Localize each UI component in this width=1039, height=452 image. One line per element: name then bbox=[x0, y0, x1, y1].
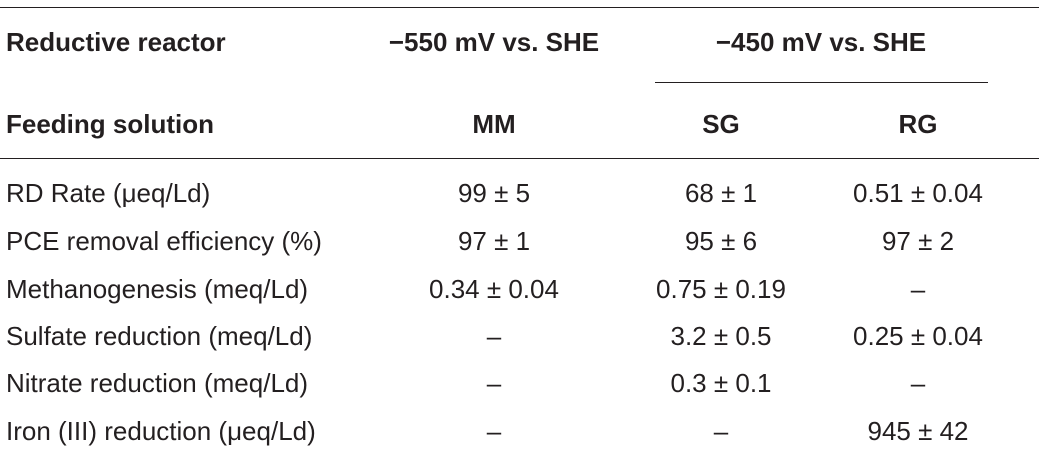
header-reductive-reactor: Reductive reactor bbox=[6, 27, 226, 57]
cell-mm: – bbox=[486, 368, 502, 398]
cell-mm: 0.34 ± 0.04 bbox=[429, 274, 559, 304]
header-feeding-solution: Feeding solution bbox=[6, 109, 214, 139]
cell-rg: 0.25 ± 0.04 bbox=[853, 321, 983, 351]
cell-rg: 945 ± 42 bbox=[867, 416, 969, 446]
cell-sg: 0.75 ± 0.19 bbox=[656, 274, 786, 304]
cell-sg: 3.2 ± 0.5 bbox=[670, 321, 772, 351]
row-label: Nitrate reduction (meq/Ld) bbox=[6, 368, 309, 398]
header-bottom-rule bbox=[0, 158, 1039, 159]
header-col-sg: SG bbox=[702, 109, 740, 139]
cell-rg: – bbox=[910, 368, 926, 398]
cell-sg: 68 ± 1 bbox=[684, 178, 758, 208]
row-label: Iron (III) reduction (μeq/Ld) bbox=[6, 416, 316, 446]
cell-mm: 99 ± 5 bbox=[457, 178, 531, 208]
cell-rg: 97 ± 2 bbox=[881, 226, 955, 256]
cell-rg: 0.51 ± 0.04 bbox=[853, 178, 983, 208]
cell-sg: 0.3 ± 0.1 bbox=[670, 368, 772, 398]
group-450-underline bbox=[655, 82, 988, 83]
header-col-mm: MM bbox=[472, 109, 516, 139]
row-label: Sulfate reduction (meq/Ld) bbox=[6, 321, 313, 351]
header-col-rg: RG bbox=[898, 109, 938, 139]
cell-mm: 97 ± 1 bbox=[457, 226, 531, 256]
cell-mm: – bbox=[486, 416, 502, 446]
cell-sg: 95 ± 6 bbox=[684, 226, 758, 256]
cell-mm: – bbox=[486, 321, 502, 351]
cell-sg: – bbox=[713, 416, 729, 446]
header-group-550: −550 mV vs. SHE bbox=[388, 27, 600, 57]
cell-rg: – bbox=[910, 274, 926, 304]
row-label: PCE removal efficiency (%) bbox=[6, 226, 322, 256]
row-label: Methanogenesis (meq/Ld) bbox=[6, 274, 309, 304]
table-top-rule bbox=[0, 7, 1039, 8]
header-group-450: −450 mV vs. SHE bbox=[715, 27, 927, 57]
row-label: RD Rate (μeq/Ld) bbox=[6, 178, 211, 208]
